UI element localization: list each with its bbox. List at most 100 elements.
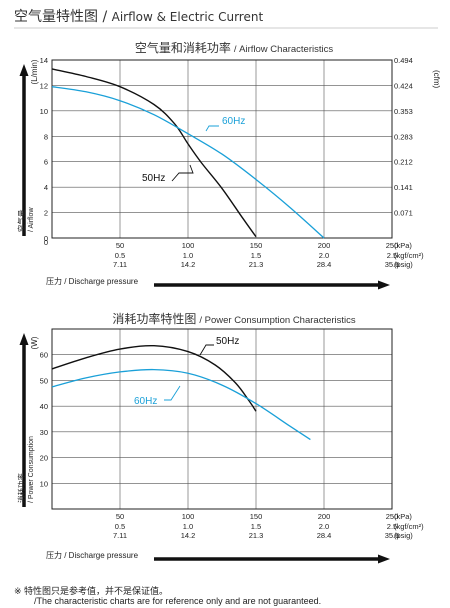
power-consumption-chart: 消耗功率特性图 / Power Consumption Characteristi… (16, 311, 424, 564)
series-leader-60hz (164, 385, 181, 401)
y-axis-label-cn: 消耗功率 (16, 473, 26, 503)
x-tick-label-psig: 21.3 (249, 260, 264, 269)
y-tick-label: 12 (40, 81, 48, 90)
y-tick-label: 30 (40, 428, 48, 437)
y-tick-label: 6 (44, 158, 48, 167)
y2-tick-label: 0.212 (394, 158, 413, 167)
chart-subtitle: / Airflow Characteristics (234, 44, 333, 55)
x-tick-label-kgf: 2.5 (387, 251, 397, 260)
y-tick-label: 4 (44, 183, 48, 192)
plot-frame (51, 59, 393, 239)
x-tick-label-kpa: 200 (318, 241, 331, 250)
x-tick-label-kpa: 50 (116, 512, 124, 521)
x-tick-label-psig: 7.11 (113, 531, 127, 540)
y-tick-label: 20 (40, 454, 48, 463)
y-tick-label: 2 (44, 209, 48, 218)
x-tick-label-kpa: 250 (386, 241, 399, 250)
series-leader-60hz (205, 125, 219, 132)
series-line-60hz (51, 368, 311, 441)
y-tick-label: 10 (40, 479, 48, 488)
x-tick-label-kgf: 0.5 (115, 522, 125, 531)
x-axis-label: 压力 / Discharge pressure (46, 550, 139, 560)
series-label-50hz: 50Hz (142, 173, 165, 184)
x-unit-kgf: (kgf/cm²) (394, 251, 424, 260)
x-tick-label-kgf: 2.0 (319, 522, 329, 531)
y-tick-label: 8 (44, 132, 48, 141)
x-tick-label-psig: 7.11 (113, 260, 127, 269)
chart-subtitle: / Power Consumption Characteristics (199, 315, 356, 326)
series-line-60hz (51, 86, 325, 239)
x-tick-label-kgf: 0.5 (115, 251, 125, 260)
x-axis-label: 压力 / Discharge pressure (46, 276, 139, 286)
page-title-en: Airflow & Electric Current (112, 10, 264, 24)
chart-title: 空气量和消耗功率 / Airflow Characteristics (135, 40, 334, 55)
x-tick-label-kpa: 200 (318, 512, 331, 521)
y-axis-unit: (W) (30, 336, 39, 349)
x-unit-psig: (psig) (394, 260, 413, 269)
x-axis-arrow-head (378, 554, 390, 564)
x-tick-label-kpa: 150 (250, 512, 263, 521)
x-unit-kpa: (kPa) (394, 512, 412, 521)
x-tick-label-psig: 35.6 (385, 531, 400, 540)
x-tick-label-kpa: 250 (386, 512, 399, 521)
series-line-50hz (51, 68, 257, 238)
x-tick-label-kgf: 2.0 (319, 251, 329, 260)
y2-tick-label: 0.071 (394, 209, 413, 218)
page-title-sep: / (98, 9, 112, 25)
x-tick-label-kgf: 2.5 (387, 522, 397, 531)
y2-tick-label: 0.283 (394, 132, 413, 141)
y-axis-label-en: / Power Consumption (28, 436, 35, 503)
x-tick-label-psig: 28.4 (317, 531, 332, 540)
x-tick-label-psig: 35.6 (385, 260, 400, 269)
series-leader-50hz (199, 344, 214, 356)
x-unit-psig: (psig) (394, 531, 413, 540)
page-title: 空气量特性图 / Airflow & Electric Current (14, 9, 263, 25)
x-tick-label-kgf: 1.5 (251, 251, 261, 260)
series-line-50hz (51, 344, 257, 412)
series-leader-50hz (171, 164, 194, 182)
y2-tick-label: 0.424 (394, 81, 413, 90)
plot-frame (51, 328, 393, 510)
x-tick-label-kgf: 1.5 (251, 522, 261, 531)
y2-tick-label: 0.353 (394, 107, 413, 116)
x-unit-kgf: (kgf/cm²) (394, 522, 424, 531)
chart-title: 消耗功率特性图 / Power Consumption Characteristi… (112, 311, 356, 326)
x-tick-label-kpa: 50 (116, 241, 124, 250)
y2-tick-label: 0.494 (394, 56, 413, 65)
x-tick-label-psig: 14.2 (181, 531, 196, 540)
series-label-60hz: 60Hz (222, 116, 245, 127)
y-axis-arrow-head (19, 64, 29, 76)
y-axis-unit: (L/min) (30, 59, 39, 84)
series-label-50hz: 50Hz (216, 336, 239, 347)
y-tick-label: 40 (40, 402, 48, 411)
footnote-cn: ※ 特性图只是参考值，并不是保证值。 (14, 586, 169, 596)
page-title-cn: 空气量特性图 (14, 9, 98, 25)
chart-title-cn: 空气量和消耗功率 (135, 40, 231, 55)
x-tick-label-psig: 21.3 (249, 531, 264, 540)
y2-axis-unit: (cfm) (432, 70, 441, 89)
y-tick-label: 10 (40, 107, 48, 116)
y2-tick-label: 0.141 (394, 183, 413, 192)
y-axis-arrow-head (19, 333, 29, 345)
x-tick-label-psig: 28.4 (317, 260, 332, 269)
y-axis-label-en: / Airflow (28, 207, 35, 232)
x-tick-label-kpa: 150 (250, 241, 263, 250)
x-axis-arrow-head (378, 280, 390, 290)
x-tick-label-kgf: 1.0 (183, 522, 193, 531)
x-tick-label-psig: 14.2 (181, 260, 196, 269)
y-tick-label: 14 (40, 56, 48, 65)
footnote-en: /The characteristic charts are for refer… (34, 596, 322, 606)
x-tick-label-kgf: 1.0 (183, 251, 193, 260)
x-tick-label-kpa: 100 (182, 241, 195, 250)
y-axis-label-cn: 空气量 (16, 209, 26, 232)
series-label-60hz: 60Hz (134, 396, 157, 407)
y-tick-label: 0 (44, 234, 48, 243)
y-tick-label: 60 (40, 351, 48, 360)
y-tick-label: 50 (40, 376, 48, 385)
airflow-chart: 空气量和消耗功率 / Airflow Characteristics 0 2 4 6 8 10… (16, 40, 441, 290)
x-unit-kpa: (kPa) (394, 241, 412, 250)
x-tick-label-kpa: 100 (182, 512, 195, 521)
chart-title-cn: 消耗功率特性图 (112, 311, 196, 326)
x-tick-label-zero: 0 (44, 238, 48, 247)
